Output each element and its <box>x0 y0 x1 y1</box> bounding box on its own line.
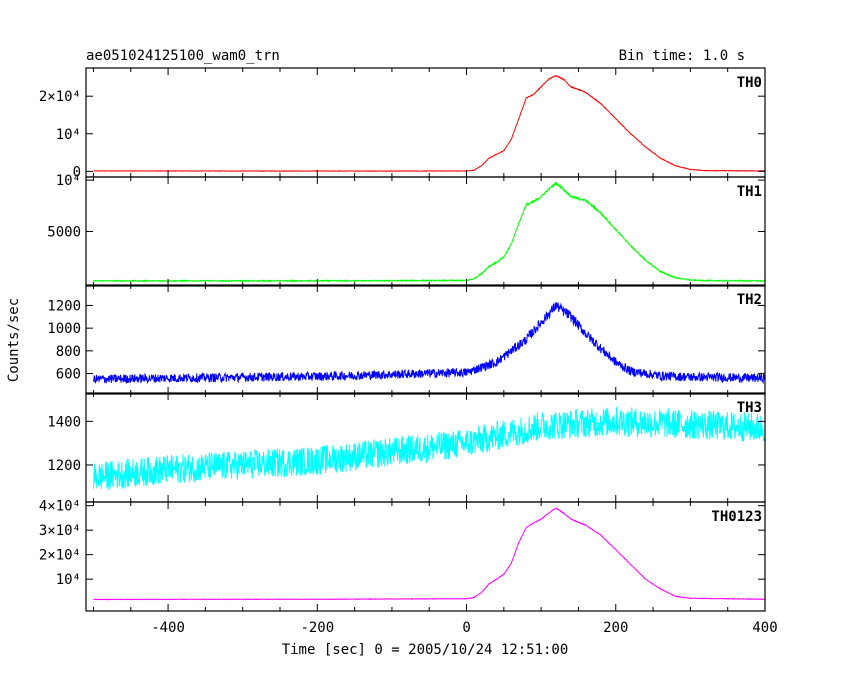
x-axis-label: Time [sec] 0 = 2005/10/24 12:51:00 <box>282 642 569 658</box>
y-tick-label: 0 <box>73 164 81 180</box>
x-tick-label: -200 <box>300 620 334 636</box>
series-line-th0 <box>93 74 765 173</box>
y-tick-label: 1400 <box>47 414 81 430</box>
y-tick-label: 4×10⁴ <box>39 499 81 515</box>
panel-th0: 0 10⁴ 2×10⁴ TH0 <box>39 67 766 180</box>
panel-frame <box>85 67 766 178</box>
y-tick-label: 5000 <box>47 225 81 241</box>
panel-frame <box>85 284 766 395</box>
y-tick-label: 10⁴ <box>56 127 81 143</box>
series-line-th1 <box>93 181 765 283</box>
x-tick-label: 400 <box>752 620 777 636</box>
y-tick-label: 1000 <box>47 321 81 337</box>
x-tick-label: 0 <box>462 620 470 636</box>
panel-th0123: 10⁴ 2×10⁴ 3×10⁴ 4×10⁴ TH0123 <box>39 499 766 612</box>
panel-name-label: TH0123 <box>711 509 762 525</box>
panel-name-label: TH0 <box>737 75 762 91</box>
y-tick-label: 2×10⁴ <box>39 548 81 564</box>
y-tick-label: 1200 <box>47 298 81 314</box>
panel-name-label: TH1 <box>737 184 762 200</box>
y-tick-label: 3×10⁴ <box>39 523 81 539</box>
y-tick-label: 10⁴ <box>56 173 81 189</box>
panel-name-label: TH2 <box>737 292 762 308</box>
panel-frame <box>85 176 766 287</box>
series-line-th0123 <box>93 507 765 601</box>
x-tick-label: 200 <box>603 620 628 636</box>
y-tick-label: 800 <box>56 344 81 360</box>
series-line-th3 <box>92 407 765 491</box>
x-tick-label: -400 <box>151 620 185 636</box>
y-tick-label: 2×10⁴ <box>39 89 81 105</box>
panel-frame <box>85 501 766 612</box>
panel-th1: 5000 10⁴ TH1 <box>47 173 766 287</box>
y-tick-label: 600 <box>56 367 81 383</box>
panel-th3: 1200 1400 TH3 <box>47 392 766 503</box>
chart-title: ae051024125100_wam0_trn <box>86 48 280 64</box>
y-tick-label: 10⁴ <box>56 572 81 588</box>
bin-time-label: Bin time: 1.0 s <box>619 48 745 64</box>
panel-name-label: TH3 <box>737 400 762 416</box>
series-line-th2 <box>92 302 765 385</box>
panel-th2: 600 800 1000 1200 TH2 <box>47 284 766 395</box>
y-tick-label: 1200 <box>47 458 81 474</box>
y-axis-label: Counts/sec <box>6 298 22 382</box>
